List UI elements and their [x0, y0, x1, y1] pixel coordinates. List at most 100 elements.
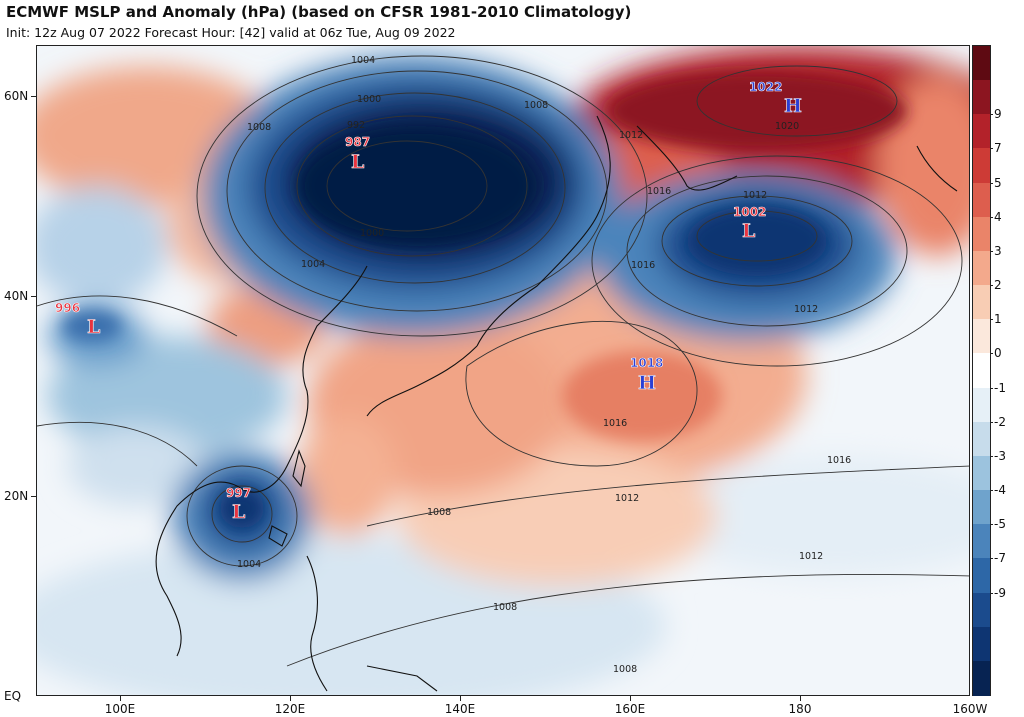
svg-text:1018: 1018	[630, 356, 663, 370]
colorbar-tick	[990, 558, 993, 560]
colorbar-swatch	[973, 592, 990, 628]
colorbar-label: -7	[994, 551, 1006, 566]
lon-tick	[460, 696, 461, 701]
isobar-label: 1016	[827, 455, 851, 466]
lon-label-120e: 120E	[274, 702, 306, 716]
colorbar-tick	[990, 114, 993, 116]
colorbar-tick	[990, 148, 993, 150]
colorbar-label: 3	[994, 243, 1002, 258]
colorbar-swatch	[973, 250, 990, 286]
colorbar-swatch	[973, 182, 990, 218]
colorbar-label: -1	[994, 380, 1006, 395]
colorbar-tick	[990, 455, 993, 457]
low-center-996: 996 L	[55, 301, 101, 339]
colorbar-tick	[990, 182, 993, 184]
isobar-label: 1016	[647, 186, 671, 197]
isobar-label: 1012	[619, 130, 643, 141]
svg-text:997: 997	[226, 486, 251, 500]
isobar-label: 1016	[603, 418, 627, 429]
isobar-label: 1016	[631, 260, 655, 271]
lon-label-100e: 100E	[104, 702, 136, 716]
lon-label-180: 180	[788, 702, 812, 716]
svg-text:1022: 1022	[749, 80, 782, 94]
lat-label-eq: EQ	[4, 689, 22, 703]
colorbar-swatch	[973, 490, 990, 525]
isobars	[37, 55, 969, 667]
colorbar-label: -9	[994, 585, 1006, 600]
isobar-label: 1008	[524, 100, 548, 111]
coastlines	[155, 115, 958, 692]
lat-tick	[31, 496, 36, 497]
colorbar-swatch	[973, 455, 990, 491]
isobar-label: 1012	[794, 304, 818, 315]
map-title: ECMWF MSLP and Anomaly (hPa) (based on C…	[6, 3, 632, 21]
svg-text:L: L	[351, 151, 364, 173]
lon-tick	[800, 696, 801, 701]
colorbar-swatch	[973, 216, 990, 252]
lat-tick	[31, 96, 36, 97]
colorbar-swatch	[973, 46, 990, 81]
colorbar-tick	[990, 524, 993, 526]
colorbar-tick	[990, 250, 993, 252]
high-center-1018: 1018 H	[630, 356, 664, 395]
svg-text:1002: 1002	[733, 205, 766, 219]
colorbar-label: 1	[994, 312, 1002, 327]
low-center-997: 997 L	[226, 486, 252, 524]
colorbar-swatch	[973, 558, 990, 594]
isobar-label: 1004	[351, 55, 375, 66]
lon-tick	[120, 696, 121, 701]
svg-text:L: L	[232, 501, 245, 523]
svg-text:996: 996	[55, 301, 80, 315]
colorbar-tick	[990, 319, 993, 321]
isobar-label: 1004	[237, 559, 261, 570]
colorbar-swatch	[973, 626, 990, 662]
isobar-label: 1000	[360, 228, 384, 239]
lon-label-160w: 160W	[952, 702, 988, 716]
colorbar-tick	[990, 285, 993, 287]
anomaly-colorbar	[972, 45, 991, 696]
isobar-label: 1008	[493, 602, 517, 613]
colorbar-label: -5	[994, 517, 1006, 532]
colorbar-tick	[990, 490, 993, 492]
lon-tick	[630, 696, 631, 701]
colorbar-label: 0	[994, 346, 1002, 361]
colorbar-swatch	[973, 353, 990, 389]
isobar-label: 1008	[613, 664, 637, 675]
isobar-label: 1020	[775, 121, 799, 132]
colorbar-swatch	[973, 319, 990, 354]
isobar-label: 1004	[301, 259, 325, 270]
lon-label-160e: 160E	[614, 702, 646, 716]
colorbar-label: 9	[994, 107, 1002, 122]
colorbar-tick	[990, 592, 993, 594]
colorbar-swatch	[973, 285, 990, 320]
high-center-1022: 1022 H	[749, 80, 803, 118]
colorbar-tick	[990, 387, 993, 389]
pressure-centers: 987 L 1022 H 1002 L 996 L 1018 H 997 L	[55, 80, 803, 524]
lon-tick	[290, 696, 291, 701]
low-center-987: 987 L	[345, 135, 371, 174]
svg-text:987: 987	[345, 135, 370, 149]
colorbar-swatch	[973, 387, 990, 423]
lat-label-20n: 20N	[4, 489, 29, 503]
colorbar-label: -3	[994, 448, 1006, 463]
isobar-label: 1012	[743, 190, 767, 201]
colorbar-swatch	[973, 660, 990, 696]
colorbar-label: 5	[994, 175, 1002, 190]
svg-text:H: H	[784, 95, 802, 117]
svg-text:L: L	[87, 316, 100, 338]
colorbar-label: 7	[994, 141, 1002, 156]
colorbar-swatch	[973, 80, 990, 115]
isobar-label: 992	[347, 120, 365, 131]
colorbar-swatch	[973, 114, 990, 150]
isobar-labels: 1004 1000 992 1008 1012 1016 1020 1012 1…	[237, 55, 851, 675]
colorbar-label: 2	[994, 278, 1002, 293]
isobar-label: 1012	[799, 551, 823, 562]
isobar-label: 1000	[357, 94, 381, 105]
colorbar-swatch	[973, 148, 990, 184]
colorbar-label: -4	[994, 483, 1006, 498]
lat-label-60n: 60N	[4, 89, 29, 103]
map-subtitle: Init: 12z Aug 07 2022 Forecast Hour: [42…	[6, 25, 456, 40]
isobar-label: 1012	[615, 493, 639, 504]
isobar-label: 1008	[427, 507, 451, 518]
map-canvas: 1004 1000 992 1008 1012 1016 1020 1012 1…	[37, 46, 969, 695]
